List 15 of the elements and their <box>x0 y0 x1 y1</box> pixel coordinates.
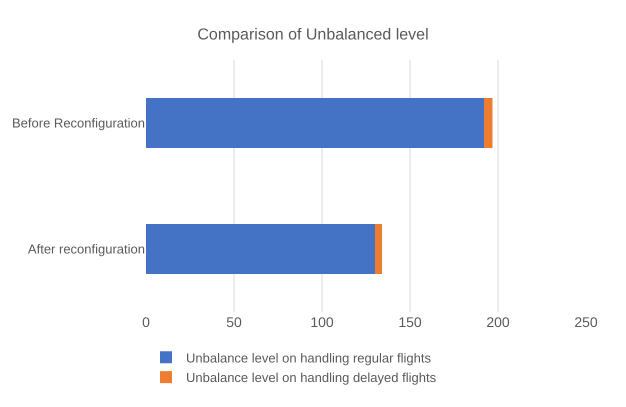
bar <box>484 98 493 148</box>
y-tick-label: After reconfiguration <box>28 242 145 257</box>
x-tick-label: 100 <box>310 314 334 330</box>
x-tick-label: 50 <box>226 314 242 330</box>
legend-label: Unbalance level on handling delayed flights <box>186 370 437 386</box>
x-tick-label: 0 <box>142 314 150 330</box>
bar <box>146 98 484 148</box>
chart-title: Comparison of Unbalanced level <box>197 26 429 44</box>
bar <box>374 224 382 274</box>
legend-label: Unbalance level on handling regular flights <box>186 350 432 366</box>
x-tick-label: 200 <box>486 314 510 330</box>
bar <box>146 224 375 274</box>
y-tick-label: Before Reconfiguration <box>12 116 145 131</box>
x-tick-label: 250 <box>574 314 598 330</box>
x-tick-label: 150 <box>398 314 422 330</box>
